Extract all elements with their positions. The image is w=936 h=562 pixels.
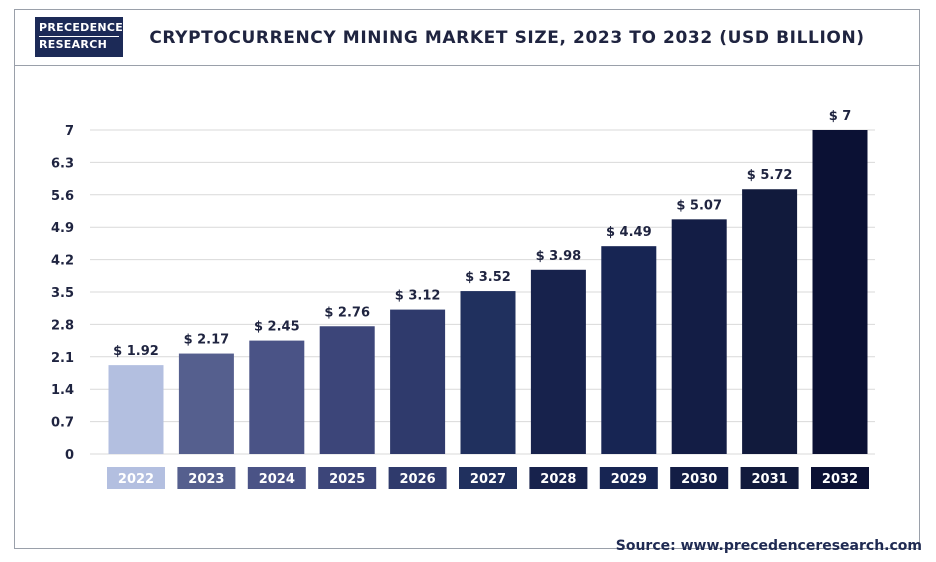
category-label-background: [740, 467, 799, 489]
bar-value-label: $ 2.17: [184, 333, 230, 348]
bar-value-label: $ 4.49: [606, 225, 652, 240]
logo-line-1: PRECEDENCE: [39, 20, 123, 37]
source-label: Source:: [615, 538, 676, 554]
x-tick-label: 2023: [188, 472, 224, 487]
y-tick-label: 4.2: [51, 254, 74, 269]
bar-value-label: $ 2.76: [324, 305, 370, 320]
bar-value-label: $ 3.98: [536, 249, 582, 264]
bar: [390, 309, 446, 454]
source-credit: Source: www.precedenceresearch.com: [616, 538, 922, 554]
category-label-background: [529, 467, 588, 489]
bar: [601, 246, 657, 454]
chart-title: CRYPTOCURRENCY MINING MARKET SIZE, 2023 …: [149, 28, 865, 48]
bar: [319, 326, 375, 454]
bar: [460, 291, 516, 454]
brand-logo: PRECEDENCE RESEARCH: [35, 17, 123, 57]
y-tick-label: 4.9: [51, 221, 74, 236]
bar-value-label: $ 1.92: [113, 344, 159, 359]
y-tick-label: 2.1: [51, 351, 74, 366]
x-tick-label: 2031: [752, 472, 788, 487]
x-tick-label: 2030: [681, 472, 717, 487]
category-label-background: [599, 467, 658, 489]
y-tick-label: 0.7: [51, 416, 74, 431]
y-tick-label: 7: [65, 124, 74, 139]
bar-value-label: $ 3.12: [395, 289, 441, 304]
x-tick-label: 2026: [400, 472, 436, 487]
bar-value-label: $ 5.72: [747, 168, 793, 183]
category-label-background: [811, 467, 869, 489]
y-tick-label: 0: [65, 448, 74, 463]
bar: [249, 340, 305, 454]
bar: [178, 353, 234, 454]
bar-value-label: $ 7: [829, 109, 852, 124]
y-tick-label: 2.8: [51, 318, 74, 333]
category-label-background: [670, 467, 729, 489]
bar-value-label: $ 3.52: [465, 270, 511, 285]
bar-value-label: $ 5.07: [676, 198, 722, 213]
category-label-background: [247, 467, 306, 489]
x-tick-label: 2027: [470, 472, 506, 487]
x-tick-label: 2028: [540, 472, 576, 487]
bar-value-label: $ 2.45: [254, 320, 300, 335]
bar: [671, 219, 727, 454]
bar: [108, 365, 164, 454]
source-url: www.precedenceresearch.com: [680, 538, 922, 554]
x-tick-label: 2022: [118, 472, 154, 487]
category-label-background: [388, 467, 447, 489]
y-tick-label: 5.6: [51, 189, 74, 204]
x-tick-label: 2025: [329, 472, 365, 487]
category-label-background: [177, 467, 236, 489]
bar: [530, 269, 586, 454]
y-tick-label: 3.5: [51, 286, 74, 301]
bar: [742, 189, 798, 454]
category-label-background: [459, 467, 517, 489]
y-tick-label: 6.3: [51, 156, 74, 171]
x-tick-label: 2024: [259, 472, 295, 487]
category-label-background: [107, 467, 165, 489]
x-tick-label: 2029: [611, 472, 647, 487]
y-tick-label: 1.4: [51, 383, 74, 398]
logo-line-2: RESEARCH: [39, 38, 108, 51]
category-label-background: [318, 467, 377, 489]
x-tick-label: 2032: [822, 472, 858, 487]
chart-header: PRECEDENCE RESEARCH CRYPTOCURRENCY MININ…: [15, 10, 919, 66]
bar: [812, 130, 868, 454]
